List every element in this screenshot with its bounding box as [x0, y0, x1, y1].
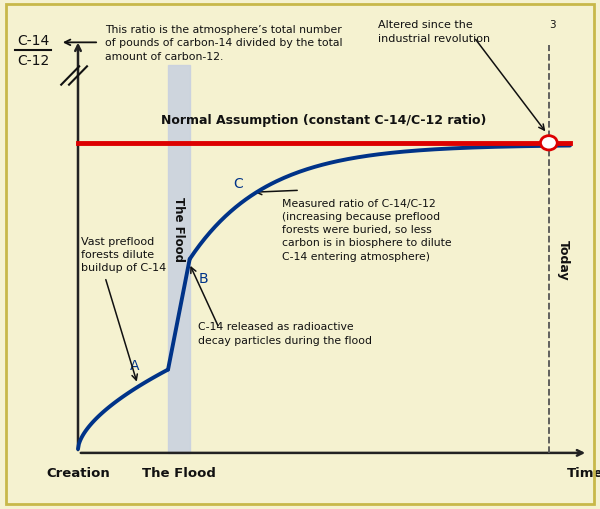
Text: 3: 3: [549, 20, 556, 31]
Text: Normal Assumption (constant C-14/C-12 ratio): Normal Assumption (constant C-14/C-12 ra…: [161, 115, 487, 127]
Text: This ratio is the atmosphere’s total number
of pounds of carbon-14 divided by th: This ratio is the atmosphere’s total num…: [105, 25, 343, 62]
Text: Today: Today: [557, 239, 571, 280]
Text: C: C: [233, 177, 243, 190]
Text: Time: Time: [567, 466, 600, 478]
Bar: [168, 66, 190, 453]
Text: C-14: C-14: [17, 35, 49, 48]
Text: The Flood: The Flood: [172, 196, 185, 262]
Text: A: A: [130, 358, 139, 372]
Text: Creation: Creation: [46, 466, 110, 478]
Text: The Flood: The Flood: [142, 466, 216, 478]
Circle shape: [541, 136, 557, 151]
Text: B: B: [198, 272, 208, 286]
Text: Vast preflood
forests dilute
buildup of C-14: Vast preflood forests dilute buildup of …: [81, 236, 166, 273]
Text: Measured ratio of C-14/C-12
(increasing because preflood
forests were buried, so: Measured ratio of C-14/C-12 (increasing …: [282, 199, 452, 261]
Text: Altered since the
industrial revolution: Altered since the industrial revolution: [378, 20, 490, 43]
Text: C-14 released as radioactive
decay particles during the flood: C-14 released as radioactive decay parti…: [198, 322, 372, 345]
Text: C-12: C-12: [17, 53, 49, 67]
